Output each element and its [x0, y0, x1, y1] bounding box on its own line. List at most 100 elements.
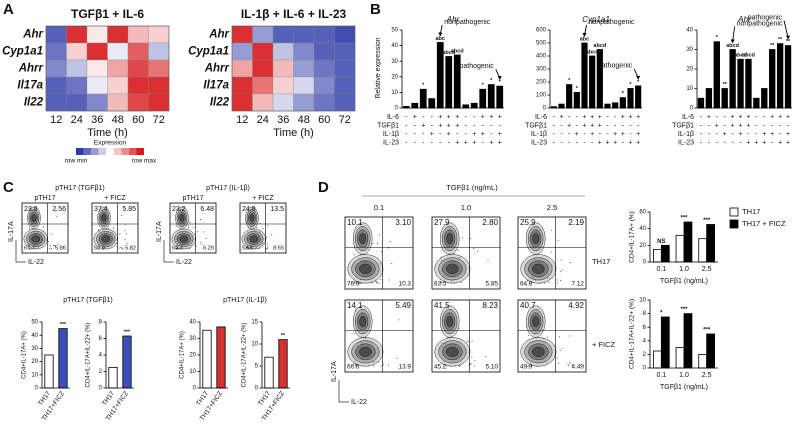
- condition-sign: -: [473, 122, 476, 129]
- y-tick-label: 30: [391, 59, 398, 65]
- callout: pathogenic: [748, 14, 783, 21]
- bar: [745, 58, 752, 109]
- legend-max: row max: [132, 158, 157, 165]
- flow-event: [97, 248, 99, 250]
- heatmap-cell: [252, 76, 274, 95]
- flow-event: [569, 361, 571, 363]
- bar: [216, 326, 226, 389]
- heatmap-cell: [313, 59, 335, 78]
- flow-event: [457, 250, 459, 252]
- heatmap-cell: [107, 76, 129, 95]
- axis-label: IL-22: [351, 399, 367, 406]
- heatmap-cell: [272, 25, 294, 44]
- condition-sign: +: [715, 122, 719, 129]
- arrow-head: [730, 39, 735, 44]
- heatmap-cell: [45, 93, 67, 112]
- condition-sign: +: [421, 122, 425, 129]
- column-label: 12: [50, 114, 62, 126]
- legend-swatch: [91, 148, 99, 155]
- bar: [264, 356, 274, 389]
- heatmap-cell: [231, 76, 253, 95]
- condition-sign: +: [762, 131, 766, 138]
- flow-event: [569, 335, 571, 337]
- condition-sign: -: [606, 114, 609, 121]
- condition-sign: -: [724, 122, 727, 129]
- flow-event: [440, 281, 442, 283]
- flow-event: [267, 225, 269, 227]
- flow-event: [357, 282, 359, 284]
- axis-label: IL-17A: [156, 221, 163, 242]
- condition-sign: +: [738, 114, 742, 121]
- header: TGFβ1 (ng/mL): [446, 183, 498, 192]
- quadrant-value: 14.1: [347, 301, 363, 310]
- flow-event: [487, 259, 489, 261]
- condition-sign: -: [739, 139, 742, 146]
- flow-event: [561, 347, 563, 349]
- flow-contour: [446, 346, 459, 357]
- y-tick-label: 30: [189, 336, 196, 342]
- flow-event: [56, 216, 58, 218]
- significance: **: [786, 39, 791, 45]
- condition-sign: +: [455, 122, 459, 129]
- condition-sign: -: [465, 114, 468, 121]
- bar: [660, 244, 670, 263]
- column-label: 72: [339, 114, 351, 126]
- bar: [635, 85, 642, 109]
- significance: ***: [680, 216, 688, 222]
- flow-event: [107, 227, 109, 229]
- significance: ***: [703, 328, 711, 334]
- quadrant-value: 50.9: [94, 245, 105, 251]
- heatmap-cell: [252, 59, 274, 78]
- flow-event: [373, 365, 375, 367]
- row-label: Ahrr: [18, 63, 44, 75]
- condition-sign: -: [708, 139, 711, 146]
- row-label: Cyp1a1: [2, 46, 43, 58]
- condition-sign: -: [700, 131, 703, 138]
- significance: *: [499, 80, 502, 86]
- plot-title: pTH17: [182, 195, 203, 202]
- flow-event: [561, 269, 563, 271]
- y-tick-label: 10: [251, 342, 258, 348]
- heatmap-cell: [313, 76, 335, 95]
- flow-event: [265, 248, 267, 250]
- quadrant-value: 5.86: [55, 245, 66, 251]
- quadrant-value: 45.2: [434, 364, 447, 371]
- y-tick-label: 40: [31, 333, 38, 339]
- heatmap-cell: [313, 93, 335, 112]
- heatmap-frame: [45, 25, 170, 112]
- condition-sign: +: [770, 131, 774, 138]
- condition-sign: -: [637, 122, 640, 129]
- heatmap-cell: [313, 25, 335, 44]
- flow-contour: [179, 235, 189, 243]
- heatmap-cell: [45, 59, 67, 78]
- condition-sign: +: [590, 122, 594, 129]
- condition-sign: -: [456, 131, 459, 138]
- column-label: 60: [132, 114, 144, 126]
- condition-sign: -: [422, 131, 425, 138]
- column-label: 0.1: [374, 203, 384, 212]
- condition-sign: -: [731, 131, 734, 138]
- heatmap-cell: [66, 76, 88, 95]
- flow-event: [355, 281, 357, 283]
- heatmap-cell: [148, 59, 170, 78]
- legend-swatch: [128, 148, 137, 155]
- condition-sign: -: [414, 139, 417, 146]
- flow-event: [49, 247, 51, 249]
- flow-event: [389, 240, 391, 242]
- significance: **: [778, 37, 783, 43]
- condition-sign: -: [431, 122, 434, 129]
- condition-sign: +: [786, 114, 790, 121]
- quadrant-value: 3.10: [395, 218, 411, 227]
- bar: [737, 58, 744, 109]
- flow-event: [121, 247, 123, 249]
- heatmap-cell: [272, 42, 294, 61]
- group-title: pTH17 (TGFβ1): [55, 185, 105, 192]
- flow-event: [453, 253, 455, 255]
- condition-label: IL-6: [682, 114, 694, 121]
- condition-sign: +: [778, 114, 782, 121]
- flow-event: [201, 243, 203, 245]
- flow-event: [202, 231, 204, 233]
- condition-sign: +: [707, 114, 711, 121]
- flow-event: [28, 248, 30, 250]
- condition-sign: -: [405, 131, 408, 138]
